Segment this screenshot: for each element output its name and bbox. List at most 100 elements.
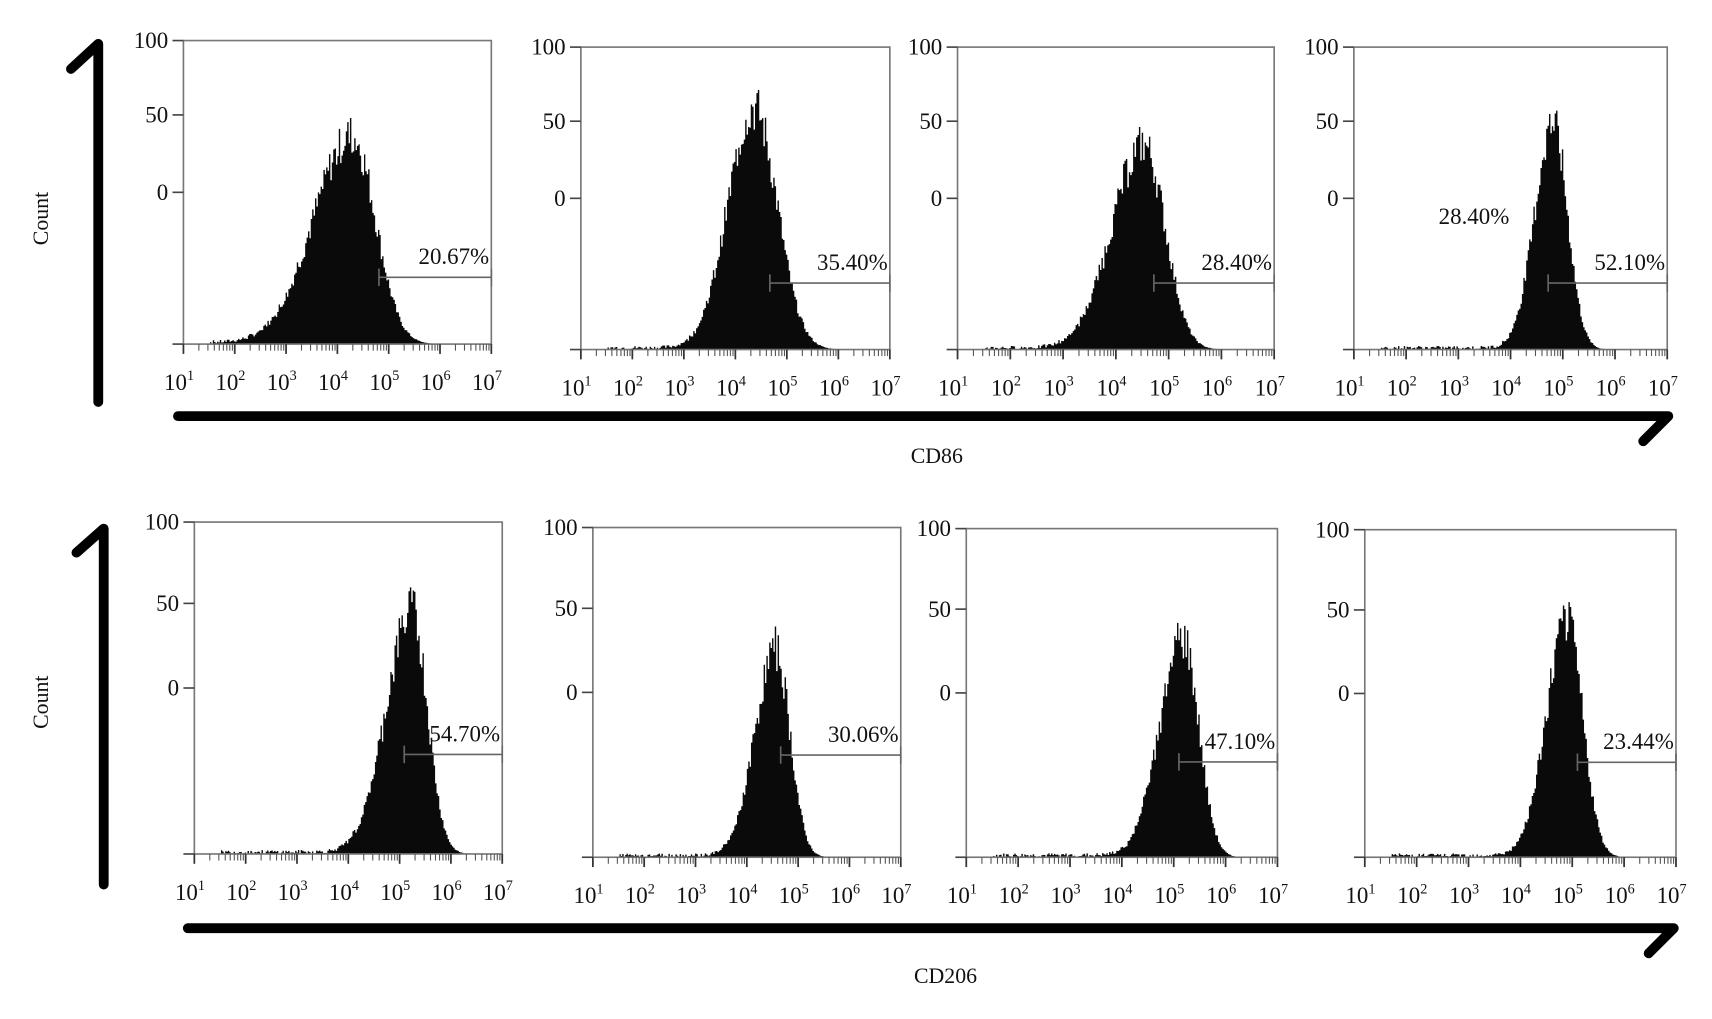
x-tick-exponent: 3 xyxy=(301,878,308,894)
gate-percent-label: 20.67% xyxy=(419,244,490,269)
x-tick-exponent: 7 xyxy=(1278,374,1285,390)
x-tick-label: 105 xyxy=(779,881,809,908)
gate-percent-label: 30.06% xyxy=(828,722,899,747)
x-tick-exponent: 3 xyxy=(699,881,706,897)
x-tick-exponent: 7 xyxy=(893,374,900,390)
plot-frame xyxy=(193,521,504,855)
histogram-panel-r1-p1: 100 50 0 101 102 103 104 105 106 107 20.67% xyxy=(134,28,502,395)
x-tick-exponent: 7 xyxy=(1680,881,1687,897)
y-tick-label: 50 xyxy=(928,597,951,622)
x-tick-exponent: 6 xyxy=(1225,374,1232,390)
x-tick-exponent: 2 xyxy=(1022,881,1029,897)
y-tick-label: 0 xyxy=(1327,186,1338,211)
x-tick-label: 106 xyxy=(421,368,451,395)
x-tick-label: 101 xyxy=(1335,374,1365,401)
gate-percent-label: 35.40% xyxy=(817,250,888,275)
x-tick-exponent: 3 xyxy=(1472,881,1479,897)
x-tick-exponent: 7 xyxy=(904,881,911,897)
x-tick-exponent: 1 xyxy=(198,878,205,894)
y-tick-label: 100 xyxy=(543,515,577,540)
x-tick-exponent: 6 xyxy=(1628,881,1635,897)
x-tick-exponent: 3 xyxy=(1462,374,1469,390)
x-tick-exponent: 3 xyxy=(687,374,694,390)
x-tick-label: 106 xyxy=(432,878,462,905)
x-tick-label: 104 xyxy=(1102,881,1132,908)
x-tick-exponent: 4 xyxy=(1119,374,1126,390)
x-tick-label: 102 xyxy=(991,374,1021,401)
x-tick-exponent: 1 xyxy=(1357,374,1364,390)
x-tick-label: 104 xyxy=(1501,881,1531,908)
x-tick-exponent: 2 xyxy=(249,878,256,894)
y-tick-label: 100 xyxy=(145,510,179,535)
x-tick-label: 106 xyxy=(1605,881,1635,908)
x-tick-label: 103 xyxy=(664,374,694,401)
gate-percent-label: 23.44% xyxy=(1603,729,1674,754)
x-tick-exponent: 1 xyxy=(584,374,591,390)
x-tick-label: 102 xyxy=(999,881,1029,908)
x-tick-label: 107 xyxy=(472,368,502,395)
x-tick-label: 102 xyxy=(613,374,643,401)
x-tick-exponent: 4 xyxy=(750,881,757,897)
gate-percent-label: 47.10% xyxy=(1205,729,1276,754)
x-tick-exponent: 1 xyxy=(187,368,194,384)
x-tick-exponent: 2 xyxy=(1014,374,1021,390)
x-tick-label: 101 xyxy=(1345,881,1375,908)
x-tick-exponent: 2 xyxy=(1420,881,1427,897)
y-tick-label: 50 xyxy=(156,591,179,616)
histogram-bars xyxy=(194,587,504,854)
cd86-arrow xyxy=(173,411,1674,447)
x-tick-exponent: 7 xyxy=(506,878,513,894)
x-tick-exponent: 5 xyxy=(403,878,410,894)
histogram-panel-r2-p3: 100 50 0 101 102 103 104 105 106 107 47.10% xyxy=(917,516,1288,908)
y-tick-label: 100 xyxy=(908,35,942,60)
histogram-panel-r2-p1: 100 50 0 101 102 103 104 105 106 107 54.70% xyxy=(145,510,513,905)
x-tick-label: 105 xyxy=(380,878,410,905)
x-tick-label: 106 xyxy=(1206,881,1236,908)
x-tick-exponent: 3 xyxy=(1074,881,1081,897)
x-tick-label: 107 xyxy=(1258,881,1288,908)
x-tick-exponent: 6 xyxy=(842,374,849,390)
x-tick-label: 102 xyxy=(226,878,256,905)
x-tick-label: 107 xyxy=(870,374,900,401)
x-tick-label: 104 xyxy=(1491,374,1521,401)
x-tick-exponent: 4 xyxy=(341,368,348,384)
histogram-panel-r1-p2: 100 50 0 101 102 103 104 105 106 107 35.40% xyxy=(531,35,900,401)
x-tick-label: 104 xyxy=(329,878,359,905)
x-tick-label: 101 xyxy=(164,368,194,395)
x-tick-label: 104 xyxy=(318,368,348,395)
x-tick-exponent: 3 xyxy=(1067,374,1074,390)
x-tick-label: 105 xyxy=(1149,374,1179,401)
ylabel-row2: Count xyxy=(29,676,53,729)
x-tick-exponent: 6 xyxy=(1229,881,1236,897)
gate-percent-label: 52.10% xyxy=(1594,250,1665,275)
axis-arrows xyxy=(66,38,1679,959)
gate-percent-label: 54.70% xyxy=(429,721,500,746)
x-tick-exponent: 2 xyxy=(636,374,643,390)
x-tick-exponent: 4 xyxy=(739,374,746,390)
histogram-panel-r2-p2: 100 50 0 101 102 103 104 105 106 107 30.06% xyxy=(543,515,911,908)
histogram-panel-r2-p4: 100 50 0 101 102 103 104 105 106 107 23.44% xyxy=(1315,517,1686,908)
x-tick-label: 105 xyxy=(369,368,399,395)
x-tick-label: 106 xyxy=(830,881,860,908)
x-tick-label: 103 xyxy=(676,881,706,908)
x-tick-exponent: 4 xyxy=(1125,881,1132,897)
x-tick-label: 101 xyxy=(561,374,591,401)
x-tick-exponent: 1 xyxy=(596,881,603,897)
x-tick-exponent: 4 xyxy=(1524,881,1531,897)
y-tick-label: 50 xyxy=(1327,598,1350,623)
histogram-bars xyxy=(580,90,892,350)
x-tick-label: 107 xyxy=(483,878,513,905)
x-tick-label: 103 xyxy=(267,368,297,395)
x-tick-label: 103 xyxy=(278,878,308,905)
x-tick-label: 104 xyxy=(1096,374,1126,401)
x-tick-exponent: 5 xyxy=(392,368,399,384)
y-tick-label: 100 xyxy=(1315,517,1349,542)
x-tick-exponent: 1 xyxy=(970,881,977,897)
x-tick-exponent: 7 xyxy=(495,368,502,384)
plot-frame xyxy=(1363,528,1677,859)
y-tick-label: 0 xyxy=(554,186,565,211)
y-tick-label: 50 xyxy=(919,109,942,134)
y-tick-label: 50 xyxy=(145,103,168,128)
y-tick-label: 50 xyxy=(1316,109,1339,134)
